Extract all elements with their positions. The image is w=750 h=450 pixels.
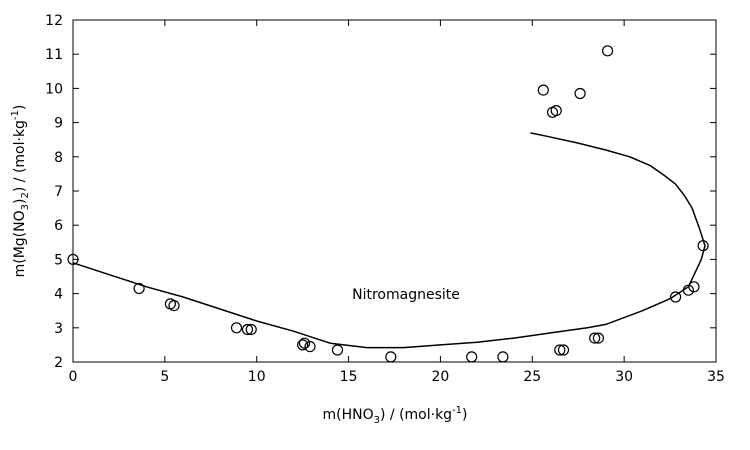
data-point <box>537 84 549 96</box>
y-axis-label-mid2: ) / (mol·kg <box>12 120 28 192</box>
y-tick-label: 7 <box>54 184 63 200</box>
y-axis-label-mid: ) <box>12 199 28 204</box>
y-tick-label: 9 <box>54 116 63 132</box>
x-axis-ticks: 0 5 10 15 20 25 30 35 <box>69 20 725 385</box>
x-tick-label: 35 <box>707 369 725 385</box>
y-tick-label: 8 <box>54 150 63 166</box>
x-tick-label: 5 <box>160 369 169 385</box>
x-axis-label-prefix: m(HNO <box>322 407 373 423</box>
x-tick-label: 20 <box>432 369 450 385</box>
x-axis-label-mid: ) / (mol·kg <box>380 407 452 423</box>
x-axis-label-suffix: ) <box>462 407 467 423</box>
y-tick-label: 11 <box>45 47 63 63</box>
y-tick-label: 5 <box>54 252 63 268</box>
y-tick-label: 4 <box>54 287 63 303</box>
data-point <box>331 344 344 356</box>
data-point <box>133 282 145 295</box>
y-tick-label: 3 <box>54 321 63 337</box>
x-tick-label: 0 <box>69 369 78 385</box>
y-tick-label: 6 <box>54 218 63 234</box>
data-point <box>669 291 682 303</box>
x-axis-label-sup: -1 <box>452 405 462 416</box>
data-point <box>601 45 614 57</box>
y-axis-label-prefix: m(Mg(NO <box>12 210 28 277</box>
data-point <box>298 337 311 349</box>
y-tick-label: 2 <box>54 355 63 371</box>
x-tick-label: 25 <box>523 369 541 385</box>
data-point <box>497 351 509 363</box>
y-tick-label: 10 <box>45 81 63 97</box>
plot-frame <box>72 19 717 363</box>
series-layer <box>67 45 709 363</box>
x-axis-label-sub: 3 <box>374 415 380 426</box>
x-tick-label: 30 <box>615 369 633 385</box>
data-point <box>592 332 605 344</box>
x-axis-label: m(HNO3) / (mol·kg-1) <box>322 405 467 426</box>
data-point <box>589 332 601 344</box>
y-axis-label-sup: -1 <box>10 110 21 120</box>
y-axis-label-suffix: ) <box>12 105 28 110</box>
y-axis-label-sub: 3 <box>20 204 31 210</box>
x-tick-label: 15 <box>340 369 358 385</box>
x-tick-label: 10 <box>248 369 266 385</box>
data-point <box>554 344 566 356</box>
data-point <box>168 300 180 312</box>
y-axis-label-sub2: 2 <box>20 192 31 198</box>
data-point <box>67 253 79 265</box>
data-point <box>245 323 257 336</box>
data-point <box>466 351 478 363</box>
y-tick-label: 12 <box>45 13 63 29</box>
y-axis-ticks: 2 3 4 5 6 7 8 9 10 11 12 <box>45 13 716 371</box>
data-point <box>230 322 243 334</box>
data-point <box>385 351 397 363</box>
data-point <box>297 339 309 351</box>
data-point <box>574 87 586 100</box>
y-axis-label: m(Mg(NO3)2) / (mol·kg-1) <box>10 105 31 278</box>
data-point <box>550 104 562 117</box>
solubility-curve-line <box>72 132 706 349</box>
data-point <box>241 323 254 336</box>
annotation-nitromagnesite: Nitromagnesite <box>352 287 460 303</box>
data-point <box>557 344 570 356</box>
data-point <box>304 341 316 353</box>
